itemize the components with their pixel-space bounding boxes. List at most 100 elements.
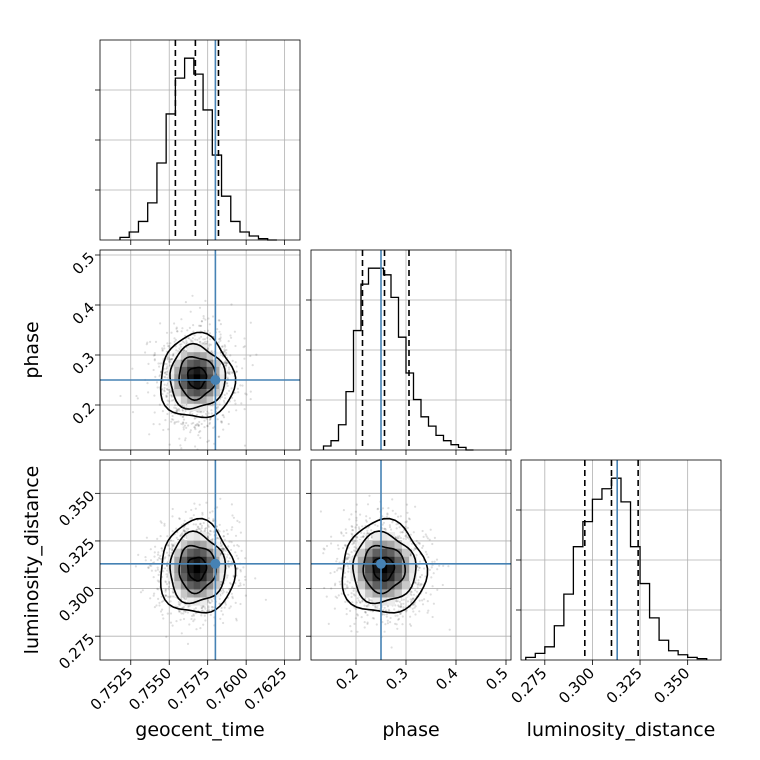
sample-point: [337, 547, 340, 550]
density-cell: [213, 366, 221, 375]
sample-point: [207, 537, 210, 540]
sample-point: [200, 526, 203, 530]
sample-point: [149, 548, 152, 551]
sample-point: [351, 586, 354, 589]
sample-point: [230, 503, 233, 506]
sample-point: [236, 567, 239, 570]
sample-point: [221, 588, 225, 592]
sample-point: [152, 576, 155, 579]
sample-point: [234, 402, 237, 405]
sample-point: [159, 554, 162, 558]
sample-point: [163, 344, 166, 347]
sample-point: [154, 340, 158, 343]
x-tick-label: 0.300: [555, 664, 598, 707]
sample-point: [401, 531, 404, 534]
sample-point: [193, 334, 196, 337]
sample-point: [225, 392, 228, 395]
sample-point: [371, 617, 374, 620]
sample-point: [365, 515, 368, 518]
sample-point: [147, 566, 150, 570]
sample-point: [202, 317, 205, 320]
sample-point: [170, 543, 173, 546]
sample-point: [183, 529, 186, 533]
sample-point: [178, 603, 181, 607]
sample-point: [216, 328, 219, 331]
density-cell: [379, 532, 388, 541]
sample-point: [330, 535, 333, 538]
sample-point: [148, 564, 151, 567]
sample-point: [438, 564, 441, 567]
density-cell: [200, 572, 208, 582]
sample-point: [398, 535, 401, 538]
sample-point: [425, 591, 428, 595]
sample-point: [200, 320, 203, 323]
sample-point: [171, 549, 174, 552]
sample-point: [171, 414, 174, 418]
sample-point: [209, 530, 212, 533]
sample-point: [218, 319, 221, 322]
sample-point: [223, 350, 226, 353]
x-tick-label: 0.7625: [241, 664, 291, 714]
sample-point: [219, 583, 222, 586]
sample-point: [355, 547, 358, 550]
histogram-phase: [322, 267, 474, 451]
sample-point: [218, 530, 221, 533]
density-cell: [187, 344, 195, 353]
density-cell: [379, 548, 388, 557]
sample-point: [399, 531, 402, 534]
contour-line: [169, 530, 227, 605]
density-cell: [213, 359, 221, 367]
sample-point: [144, 351, 147, 354]
sample-point: [199, 324, 202, 327]
sample-point: [409, 553, 412, 556]
sample-point: [231, 595, 234, 598]
sample-point: [182, 340, 185, 343]
sample-point: [211, 606, 214, 609]
sample-point: [171, 515, 174, 518]
density-cell: [219, 366, 227, 375]
sample-point: [436, 568, 439, 571]
sample-point: [415, 539, 418, 543]
sample-point: [181, 408, 184, 412]
sample-point: [367, 603, 370, 606]
density-cell: [200, 373, 208, 382]
sample-point: [374, 606, 377, 609]
y-tick-label: 0.3: [69, 349, 99, 379]
density-cell: [387, 540, 396, 549]
sample-point: [200, 324, 203, 327]
sample-point: [217, 341, 220, 344]
sample-point: [359, 513, 362, 516]
sample-point: [426, 537, 429, 540]
sample-point: [209, 404, 212, 407]
sample-point: [393, 608, 396, 611]
sample-point: [353, 622, 356, 626]
sample-point: [147, 362, 150, 365]
sample-point: [159, 362, 162, 365]
sample-point: [363, 604, 366, 607]
density-cell: [357, 572, 366, 582]
sample-point: [388, 524, 391, 527]
density-cell: [187, 366, 195, 375]
sample-point: [206, 440, 209, 443]
sample-point: [170, 551, 173, 554]
sample-point: [350, 532, 353, 535]
density-cell: [213, 548, 221, 557]
density-cell: [372, 556, 381, 565]
sample-point: [396, 614, 399, 617]
sample-point: [231, 359, 234, 362]
sample-point: [185, 598, 188, 601]
sample-point: [398, 600, 401, 604]
sample-point: [173, 340, 176, 343]
sample-point: [417, 581, 420, 584]
sample-point: [190, 508, 193, 512]
sample-point: [178, 610, 182, 613]
x-tick-label: 0.2: [332, 664, 362, 694]
density-cell: [193, 564, 201, 574]
sample-point: [419, 576, 422, 579]
sample-point: [176, 409, 179, 412]
sample-point: [353, 542, 356, 545]
sample-point: [243, 337, 246, 340]
sample-point: [216, 506, 219, 509]
sample-point: [195, 628, 198, 631]
sample-point: [182, 415, 185, 419]
